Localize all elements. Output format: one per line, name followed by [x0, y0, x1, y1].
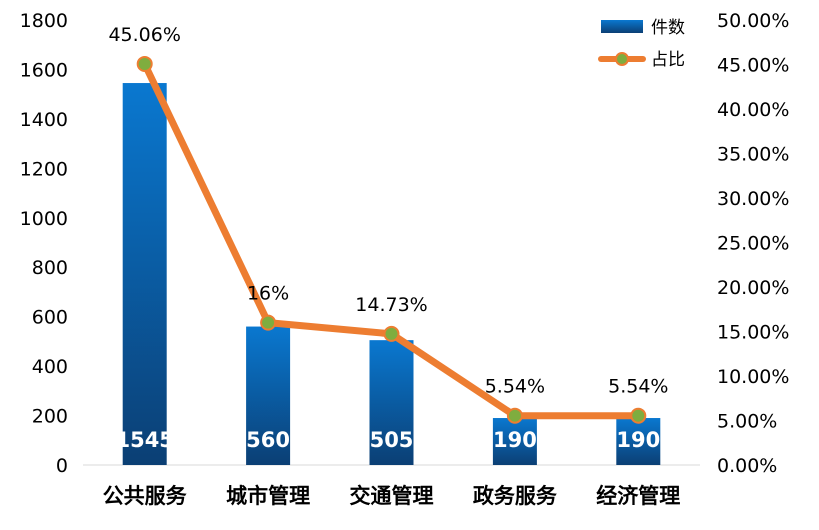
- y-right-tick-label: 50.00%: [717, 10, 789, 32]
- y-left-tick-label: 200: [32, 406, 68, 428]
- x-category-label: 政务服务: [473, 484, 558, 508]
- line-point: [260, 314, 277, 331]
- bar: [369, 340, 414, 465]
- y-left-tick-label: 1800: [20, 10, 68, 32]
- bar-value-label: 190: [616, 428, 660, 452]
- y-right-tick-label: 5.00%: [717, 411, 777, 433]
- y-left-tick-label: 1600: [20, 59, 68, 81]
- x-category-label: 经济管理: [596, 484, 680, 508]
- line-point: [506, 407, 523, 424]
- bar: [492, 418, 537, 465]
- line-value-label: 16%: [247, 283, 289, 305]
- y-right-tick-label: 0.00%: [717, 455, 777, 477]
- y-right-tick-label: 25.00%: [717, 233, 789, 255]
- bar: [122, 83, 167, 466]
- legend-line-label: 占比: [651, 50, 685, 70]
- bar: [246, 326, 291, 465]
- bar-labels: 1545 560 505 190 190: [115, 428, 660, 452]
- x-category-label: 公共服务: [103, 484, 188, 508]
- legend-bar-swatch: [601, 20, 643, 33]
- bar: [616, 418, 661, 465]
- y-left-tick-label: 1000: [20, 208, 68, 230]
- y-left-tick-label: 0: [56, 455, 68, 477]
- legend-line-marker: [615, 52, 629, 66]
- y-left-tick-label: 400: [32, 356, 68, 378]
- y-right-tick-label: 45.00%: [717, 55, 789, 77]
- line-point: [383, 325, 400, 342]
- y-right-tick-label: 40.00%: [717, 99, 789, 121]
- line-value-label: 14.73%: [355, 294, 427, 316]
- y-right-tick-label: 10.00%: [717, 366, 789, 388]
- y-right-tick-label: 35.00%: [717, 144, 789, 166]
- y-right-tick-label: 15.00%: [717, 322, 789, 344]
- y-right-tick-label: 20.00%: [717, 277, 789, 299]
- line-value-label: 45.06%: [108, 24, 180, 46]
- bar-value-label: 560: [246, 428, 290, 452]
- x-category-label: 城市管理: [226, 484, 310, 508]
- y-left-tick-label: 1400: [20, 109, 68, 131]
- x-category-label: 交通管理: [350, 484, 434, 508]
- percentage-labels: 45.06% 16% 14.73% 5.54% 5.54%: [108, 24, 668, 398]
- bar-value-label: 1545: [115, 428, 173, 452]
- line-value-label: 5.54%: [608, 376, 668, 398]
- y-left-tick-label: 1200: [20, 158, 68, 180]
- bars: [122, 83, 661, 466]
- y-left-tick-label: 800: [32, 257, 68, 279]
- percentage-line: [136, 55, 647, 424]
- bar-value-label: 190: [493, 428, 537, 452]
- y-left-tick-label: 600: [32, 307, 68, 329]
- axes: 0 200 400 600 800 1000 1200 1400 1600 1800 0.00% 5.…: [20, 10, 790, 508]
- legend-bar-label: 件数: [651, 18, 685, 38]
- line-point: [630, 407, 647, 424]
- line-value-label: 5.54%: [485, 376, 545, 398]
- bar-value-label: 505: [370, 428, 414, 452]
- line-point: [136, 55, 153, 72]
- y-right-tick-label: 30.00%: [717, 188, 789, 210]
